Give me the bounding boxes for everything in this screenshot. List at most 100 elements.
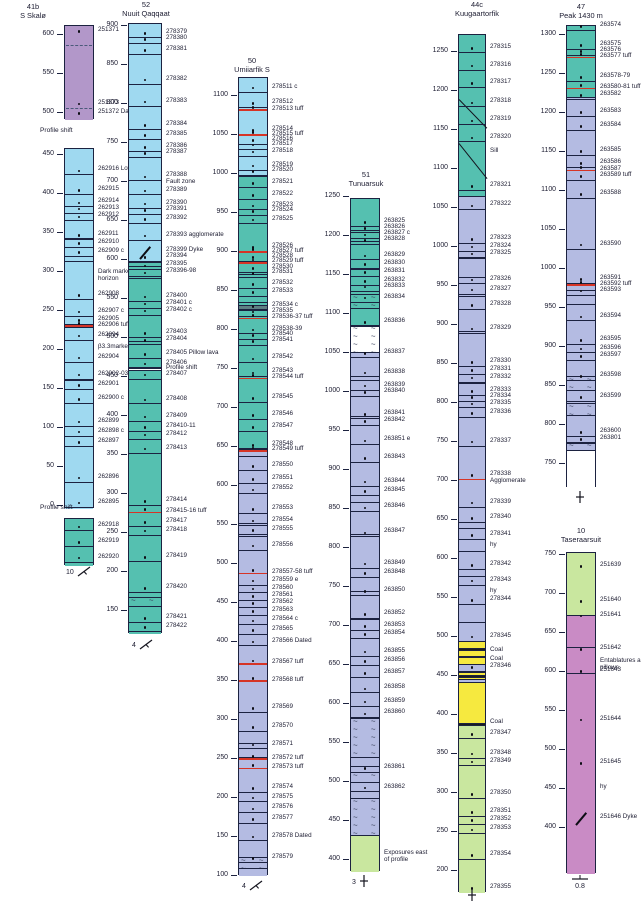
altitude-tick-label: 1000: [432, 242, 448, 250]
lithology-unit: [459, 196, 485, 244]
altitude-tick-label: 250: [216, 753, 229, 761]
flow-boundary-line: [239, 402, 267, 404]
sample-point-dot: [363, 671, 367, 675]
flow-boundary-line: [351, 444, 379, 446]
sample-label: 278546: [272, 410, 294, 418]
sample-point-dot: [470, 579, 474, 583]
flow-boundary-line: [351, 485, 379, 487]
altitude-tick-label: 1100: [213, 90, 228, 98]
sample-point-dot: [251, 444, 255, 447]
altitude-axis-tick: [57, 112, 63, 114]
sample-label: 278402 c: [166, 305, 192, 313]
flow-boundary-line: [239, 91, 267, 93]
sample-point-dot: [251, 579, 255, 583]
sample-label: 278543: [272, 367, 294, 375]
column-id: 10: [576, 526, 586, 535]
sample-point-dot: [363, 233, 367, 237]
sample-point-dot: [470, 635, 474, 639]
sample-point-dot: [251, 426, 255, 429]
altitude-tick-label: 1200: [432, 86, 448, 94]
sample-point-dot: [251, 619, 255, 623]
altitude-tick-label: 1050: [212, 129, 228, 137]
flow-boundary-line: [129, 223, 161, 225]
flow-boundary-line: [239, 155, 267, 157]
sample-label: 278422: [166, 622, 188, 630]
unit-boundary-line: [567, 449, 595, 451]
lithology-unit: [567, 615, 595, 647]
altitude-tick-label: 300: [216, 714, 229, 722]
flow-boundary-line: [567, 379, 595, 381]
flow-boundary-line: [65, 445, 93, 447]
sample-point-dot: [470, 304, 474, 307]
lithology-unit: [351, 756, 379, 767]
unit-boundary-line: [459, 295, 485, 297]
flow-boundary-line: [459, 309, 485, 311]
sample-point-dot: [363, 352, 367, 355]
sample-point-dot: [579, 289, 583, 293]
flow-boundary-line: [239, 493, 267, 495]
altitude-axis-tick: [343, 508, 349, 510]
sample-label: 263830: [384, 259, 406, 267]
altitude-tick-label: 700: [106, 176, 119, 184]
sample-label: 278320: [490, 132, 512, 140]
flow-boundary-line: [351, 325, 379, 327]
sample-label: 278410-11: [166, 421, 196, 429]
sample-label: 262912: [98, 211, 120, 219]
dip-symbol-group: 4: [242, 878, 264, 894]
sample-label: 263587: [600, 164, 622, 172]
sample-point-dot: [143, 234, 147, 238]
flow-boundary-line: [351, 511, 379, 513]
flow-boundary-line: [351, 771, 379, 773]
sample-label: 262900 c: [98, 393, 124, 401]
sample-label: 263575: [600, 40, 622, 48]
altitude-tick-label: 250: [436, 827, 449, 835]
sample-point-dot: [251, 258, 255, 262]
sample-label: 278394: [166, 251, 188, 259]
sample-label: Coal: [490, 655, 503, 663]
tuff-marker-line: [459, 478, 485, 481]
lithology-unit: [459, 724, 485, 893]
sample-label: 278538-39: [272, 324, 303, 332]
flow-boundary-line: [239, 483, 267, 485]
altitude-tick-label: 600: [106, 254, 119, 262]
sample-point-dot: [470, 854, 474, 857]
sample-point-dot: [143, 500, 147, 503]
altitude-tick-label: 800: [436, 398, 449, 406]
flow-boundary-line: [129, 337, 161, 339]
sample-point-dot: [77, 501, 81, 505]
sample-point-dot: [470, 517, 474, 520]
sample-label: 278567 tuff: [272, 658, 304, 666]
sample-label: 278576: [272, 803, 294, 811]
sample-point-dot: [579, 280, 583, 284]
sample-point-dot: [363, 767, 367, 770]
altitude-axis-tick: [451, 90, 457, 92]
sample-label: 278319: [490, 115, 512, 123]
flow-boundary-line: [459, 373, 485, 375]
altitude-axis-tick: [451, 324, 457, 326]
sample-label: 262896: [98, 472, 120, 480]
sample-point-dot: [251, 397, 255, 400]
sample-label: 278564 c: [272, 615, 298, 623]
sample-point-dot: [470, 564, 474, 567]
flow-boundary-line: [129, 300, 161, 302]
sample-label: 278514: [272, 124, 294, 132]
flow-boundary-line: [459, 640, 485, 642]
flow-boundary-line: [129, 128, 161, 130]
sample-point-dot: [143, 175, 147, 179]
altitude-axis-tick: [559, 228, 565, 230]
sample-point-dot: [77, 310, 81, 314]
flow-boundary-line: [239, 711, 267, 713]
flow-boundary-line: [65, 530, 93, 532]
sample-point-dot: [143, 353, 147, 356]
flow-boundary-line: [129, 307, 161, 309]
sample-label: 262897: [98, 436, 120, 444]
sample-label: 278324: [490, 241, 512, 249]
altitude-tick-label: 900: [328, 465, 341, 473]
altitude-axis-tick: [343, 742, 349, 744]
sample-point-dot: [251, 164, 255, 168]
sample-label: 278318: [490, 97, 512, 105]
sample-label: 262902-03: [98, 369, 129, 377]
sample-label: 278317: [490, 77, 512, 85]
altitude-axis-tick: [121, 531, 127, 533]
sample-label: 278351: [490, 807, 512, 815]
